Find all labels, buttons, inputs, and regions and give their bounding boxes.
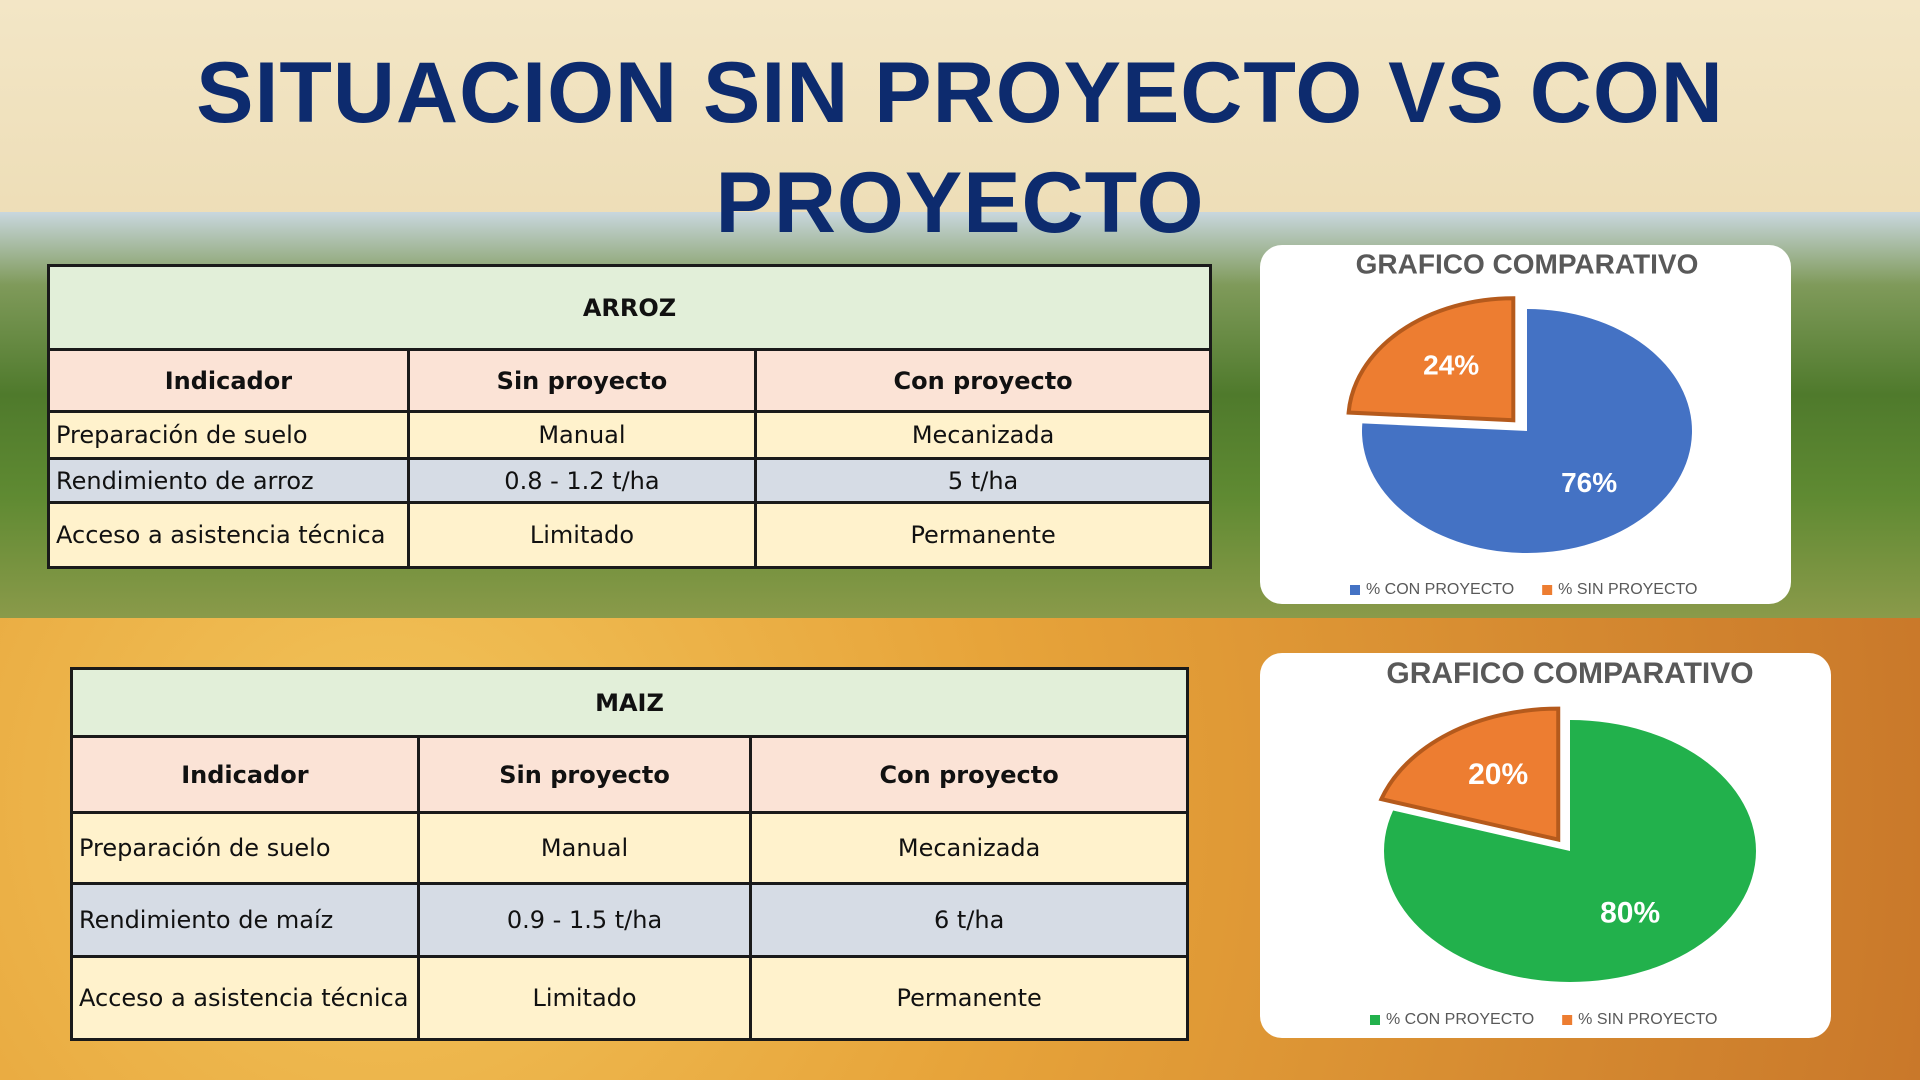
column-header: Con proyecto bbox=[749, 735, 1189, 814]
data-table: MAIZ Indicador Sin proyecto Con proyecto Pre… bbox=[70, 667, 1189, 1041]
pie-slice bbox=[1346, 296, 1516, 423]
data-label: 20% bbox=[1468, 758, 1528, 791]
legend-swatch bbox=[1370, 1015, 1380, 1025]
table-row: Preparación de suelo Manual Mecanizada bbox=[70, 811, 1189, 885]
column-header: Con proyecto bbox=[754, 348, 1212, 413]
legend-swatch bbox=[1542, 585, 1553, 595]
legend-label: % SIN PROYECTO bbox=[1558, 581, 1697, 598]
table-row: Rendimiento de maíz 0.9 - 1.5 t/ha 6 t/ha bbox=[70, 882, 1189, 958]
table-row: Acceso a asistencia técnica Limitado Perma… bbox=[70, 955, 1189, 1041]
table-cell: Manual bbox=[406, 410, 758, 460]
table-cell: 5 t/ha bbox=[754, 457, 1212, 504]
table-cell: Rendimiento de arroz bbox=[47, 457, 410, 504]
legend-swatch bbox=[1350, 585, 1360, 595]
legend-label: % CON PROYECTO bbox=[1366, 581, 1514, 598]
column-header: Indicador bbox=[47, 348, 410, 413]
table-row: Indicador Sin proyecto Con proyecto bbox=[70, 735, 1189, 814]
column-header: Sin proyecto bbox=[416, 735, 753, 814]
table-row: Rendimiento de arroz 0.8 - 1.2 t/ha 5 t/ha bbox=[47, 457, 1212, 504]
table-row: Preparación de suelo Manual Mecanizada bbox=[47, 410, 1212, 460]
table-row: Indicador Sin proyecto Con proyecto bbox=[47, 348, 1212, 413]
column-header: Indicador bbox=[70, 735, 420, 814]
table-cell: 0.8 - 1.2 t/ha bbox=[406, 457, 758, 504]
pie-slice bbox=[1384, 720, 1757, 982]
table-cell: Mecanizada bbox=[749, 811, 1189, 885]
table-cell: 0.9 - 1.5 t/ha bbox=[416, 882, 753, 958]
table-cell: Permanente bbox=[754, 501, 1212, 569]
legend-label: % SIN PROYECTO bbox=[1578, 1011, 1717, 1028]
data-label: 24% bbox=[1423, 349, 1479, 380]
table-cell: Preparación de suelo bbox=[70, 811, 420, 885]
table-cell: Acceso a asistencia técnica bbox=[47, 501, 410, 569]
table-title: MAIZ bbox=[70, 667, 1189, 738]
chart-title: GRAFICO COMPARATIVO bbox=[1386, 657, 1753, 690]
table-cell: 6 t/ha bbox=[749, 882, 1189, 958]
pie-slice bbox=[1362, 309, 1692, 553]
table-cell: Manual bbox=[416, 811, 753, 885]
table-cell: Rendimiento de maíz bbox=[70, 882, 420, 958]
legend-label: % CON PROYECTO bbox=[1386, 1011, 1534, 1028]
data-label: 76% bbox=[1561, 467, 1617, 498]
table-cell: Acceso a asistencia técnica bbox=[70, 955, 420, 1041]
table-cell: Limitado bbox=[416, 955, 753, 1041]
table-cell: Preparación de suelo bbox=[47, 410, 410, 460]
column-header: Sin proyecto bbox=[406, 348, 758, 413]
slide-title: SITUACION SIN PROYECTO VS CON PROYECTO bbox=[196, 45, 1724, 251]
table-row: ARROZ bbox=[47, 264, 1212, 351]
legend-swatch bbox=[1562, 1015, 1573, 1025]
table-cell: Limitado bbox=[406, 501, 758, 569]
data-table: ARROZ Indicador Sin proyecto Con proyecto Pr… bbox=[47, 264, 1212, 569]
pie-slice bbox=[1378, 706, 1561, 843]
table-row: MAIZ bbox=[70, 667, 1189, 738]
chart-title: GRAFICO COMPARATIVO bbox=[1356, 248, 1699, 279]
data-label: 80% bbox=[1600, 897, 1660, 930]
table-row: Acceso a asistencia técnica Limitado Perma… bbox=[47, 501, 1212, 569]
table-cell: Permanente bbox=[749, 955, 1189, 1041]
table-cell: Mecanizada bbox=[754, 410, 1212, 460]
table-title: ARROZ bbox=[47, 264, 1212, 351]
